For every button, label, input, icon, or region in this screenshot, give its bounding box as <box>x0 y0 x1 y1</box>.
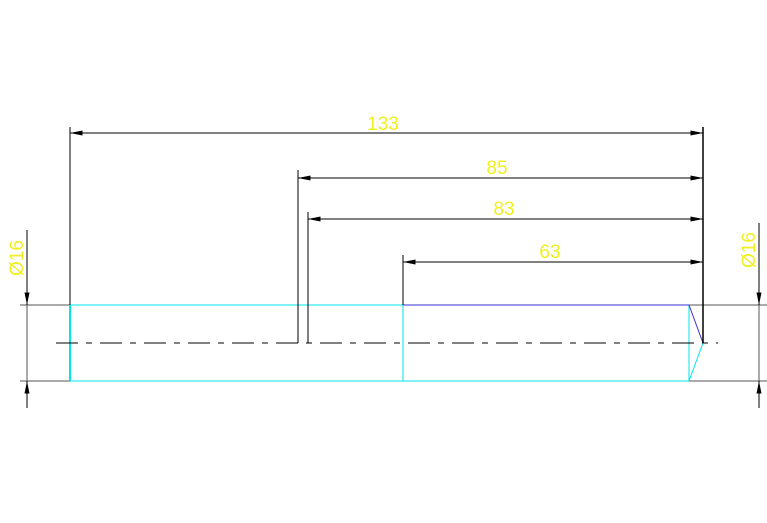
dimension-text-63: 63 <box>539 242 560 263</box>
shaft-outline <box>20 304 767 382</box>
dimension-text-83: 83 <box>493 199 514 220</box>
dimension-text-diameter-left: Ø16 <box>7 240 28 276</box>
dimension-63: 63 <box>403 242 703 265</box>
dimension-133: 133 <box>70 114 703 136</box>
dimension-85: 85 <box>298 158 703 181</box>
dimension-text-133: 133 <box>367 114 399 135</box>
dimension-text-diameter-right: Ø16 <box>739 232 760 268</box>
dimension-diameter-right: Ø16 <box>739 223 762 408</box>
extension-lines <box>69 127 704 343</box>
dimension-text-85: 85 <box>486 158 507 179</box>
dimension-83: 83 <box>308 199 703 222</box>
dimension-diameter-left: Ø16 <box>7 230 30 408</box>
